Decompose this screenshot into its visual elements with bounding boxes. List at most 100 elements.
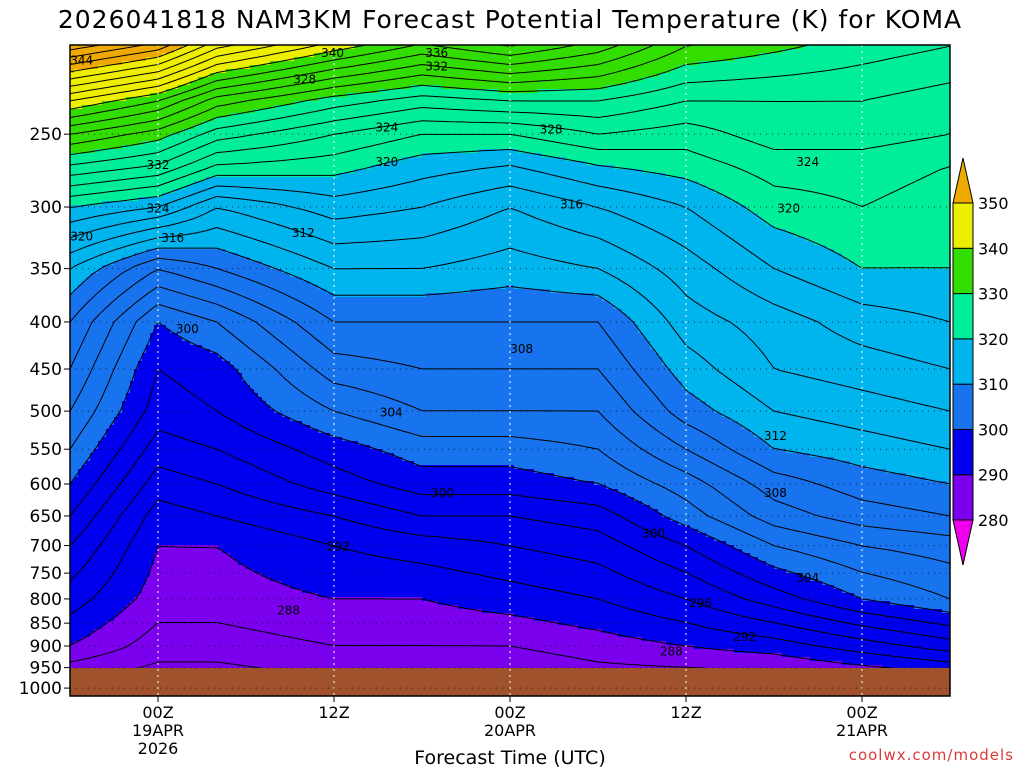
- contour-line-296: [70, 429, 950, 640]
- contour-label: 324: [375, 121, 398, 135]
- y-tick-label: 450: [30, 360, 62, 380]
- y-tick-label: 250: [30, 125, 62, 145]
- colorbar-swatch-280: [952, 474, 974, 521]
- contour-label: 320: [375, 155, 398, 169]
- colorbar-tick-label: 350: [978, 194, 1009, 213]
- colorbar-tick-label: 320: [978, 330, 1009, 349]
- colorbar-swatch-300: [952, 383, 974, 430]
- contour-line-292: [70, 499, 950, 663]
- colorbar-tick-label: 280: [978, 511, 1009, 530]
- contour-line-328: [70, 45, 950, 166]
- contour-line-310: [70, 247, 950, 485]
- contour-line-300: [70, 321, 950, 613]
- y-tick-label: 300: [30, 198, 62, 218]
- contour-label: 288: [660, 645, 683, 659]
- y-tick-label: 550: [30, 440, 62, 460]
- contour-label: 300: [176, 322, 199, 336]
- contour-label: 300: [431, 486, 454, 500]
- contour-line-348: [70, 45, 207, 80]
- colorbar-swatch-340: [952, 202, 974, 249]
- contour-lines: [70, 45, 950, 668]
- contour-line-344: [70, 45, 277, 95]
- contour-label: 288: [277, 603, 300, 617]
- y-tick-label: 350: [30, 260, 62, 280]
- theta-band-350-360: [70, 45, 182, 73]
- colorbar-tick-label: 340: [978, 239, 1009, 258]
- contour-line-342: [70, 45, 320, 102]
- contour-label: 304: [796, 571, 819, 585]
- contour-label: 292: [327, 540, 350, 554]
- chart-title: 2026041818 NAM3KM Forecast Potential Tem…: [58, 5, 962, 34]
- colorbar-swatch-290: [952, 428, 974, 476]
- colorbar-tick-label: 330: [978, 285, 1009, 304]
- x-tick-label: 19APR: [132, 721, 184, 740]
- contour-line-286: [137, 661, 261, 668]
- contour-line-356: [70, 45, 101, 51]
- contour-line-350: [70, 45, 189, 73]
- y-tick-label: 850: [30, 614, 62, 634]
- contour-label: 320: [777, 201, 800, 215]
- y-tick-label: 800: [30, 590, 62, 610]
- contour-label: 312: [292, 226, 315, 240]
- contour-line-336: [70, 45, 620, 127]
- x-tick-label: 2026: [138, 739, 179, 758]
- y-tick-label: 600: [30, 475, 62, 495]
- colorbar-swatch-320: [952, 293, 974, 340]
- contour-line-320: [70, 149, 950, 269]
- contour-label: 308: [510, 342, 533, 356]
- y-tick-label: 500: [30, 402, 62, 422]
- y-tick-label: 750: [30, 564, 62, 584]
- contour-line-288: [70, 622, 705, 668]
- contour-line-318: [70, 164, 950, 323]
- contour-line-290: [70, 546, 892, 668]
- contour-line-330: [70, 45, 810, 156]
- colorbar-swatch-270: [952, 519, 974, 566]
- x-tick-label: 12Z: [670, 703, 701, 722]
- colorbar: 280 290 300 310 320 330 340 350: [952, 157, 1009, 566]
- contour-label: 344: [70, 54, 93, 68]
- theta-band-310-320: [70, 149, 950, 485]
- contour-label: 328: [540, 122, 563, 136]
- contour-label: 308: [764, 486, 787, 500]
- y-tick-label: 700: [30, 537, 62, 557]
- y-tick-label: 950: [30, 659, 62, 679]
- contour-label: 316: [161, 231, 184, 245]
- contour-label: 336: [425, 46, 448, 60]
- contour-line-316: [70, 185, 950, 370]
- contour-line-322: [70, 133, 950, 207]
- contour-label: 316: [560, 197, 583, 211]
- x-tick-label: 00Z: [494, 703, 525, 722]
- colorbar-swatch-310: [952, 338, 974, 385]
- contour-label: 328: [293, 72, 316, 86]
- contour-label: 324: [147, 201, 170, 215]
- y-tick-label: 900: [30, 637, 62, 657]
- contour-label: 300: [642, 526, 665, 540]
- contour-label: 340: [321, 46, 344, 60]
- x-axis-label: Forecast Time (UTC): [414, 747, 605, 768]
- contour-line-314: [70, 207, 950, 412]
- x-tick-label: 20APR: [484, 721, 536, 740]
- contour-line-304: [70, 285, 950, 564]
- contour-label: 312: [764, 429, 787, 443]
- contour-line-338: [70, 45, 576, 118]
- contour-label: 292: [733, 630, 756, 644]
- credit-text: coolwx.com/models: [849, 746, 1014, 764]
- theta-band-280-290: [70, 545, 882, 668]
- y-tick-label: 1000: [19, 679, 62, 699]
- colorbar-swatch-350: [952, 157, 974, 204]
- contour-line-302: [70, 303, 950, 600]
- contour-label: 296: [689, 596, 712, 610]
- y-tick-label: 400: [30, 313, 62, 333]
- x-tick-label: 21APR: [836, 721, 888, 740]
- contour-line-324: [70, 120, 950, 187]
- colorbar-tick-label: 310: [978, 375, 1009, 394]
- contour-line-326: [70, 82, 950, 176]
- contour-label: 304: [380, 406, 403, 420]
- x-tick-label: 00Z: [846, 703, 877, 722]
- contour-label: 324: [796, 155, 819, 169]
- colorbar-swatch-330: [952, 247, 974, 295]
